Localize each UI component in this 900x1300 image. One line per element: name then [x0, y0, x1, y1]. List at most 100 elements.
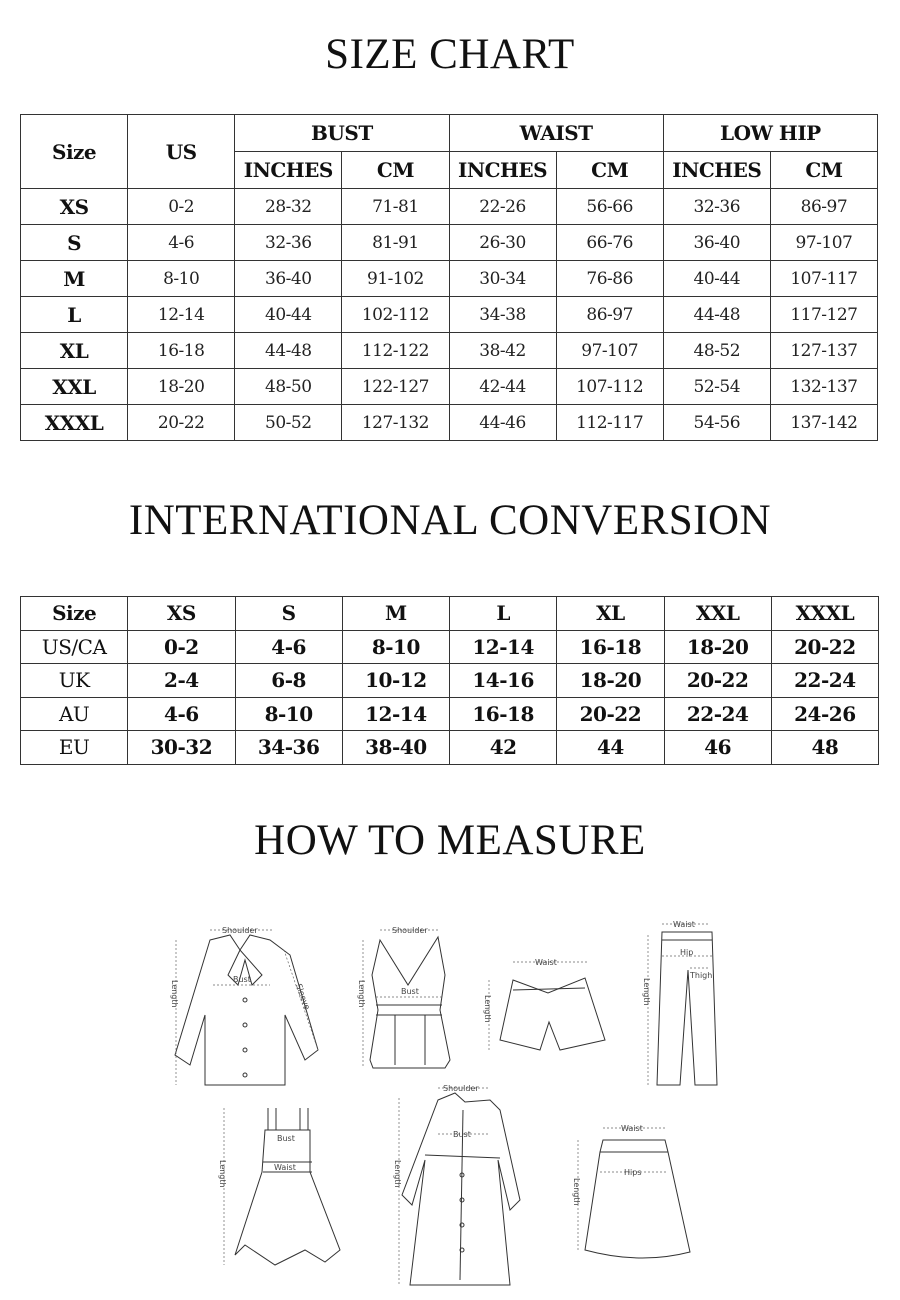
value-cell: 71-81	[341, 188, 450, 225]
size-cell: XXXL	[19, 404, 129, 441]
pants-length-label: Length	[642, 978, 651, 1006]
header-unit: CM	[555, 151, 664, 189]
header-unit: INCHES	[234, 151, 343, 189]
value-cell: 36-40	[234, 260, 343, 297]
table-row: US/CA 0-2 4-6 8-10 12-14 16-18 18-20 20-22	[19, 629, 880, 664]
value-cell: 46	[663, 730, 772, 765]
value-cell: 12-14	[127, 296, 236, 333]
measurement-illustrations: Shoulder Bust Length Sleeve Shoulder Bus…	[170, 920, 718, 1286]
size-cell: XXL	[19, 368, 129, 405]
size-chart-table: Size US BUST WAIST LOW HIP INCHES CM INC…	[19, 114, 879, 441]
region-cell: UK	[19, 663, 129, 698]
value-cell: 44-48	[662, 296, 771, 333]
table-row: S 4-6 32-36 81-91 26-30 66-76 36-40 97-107	[19, 224, 879, 261]
dress-bust-label: Bust	[277, 1134, 295, 1143]
tank-top-illustration: Shoulder Bust Length	[357, 926, 451, 1069]
value-cell: 50-52	[234, 404, 343, 441]
value-cell: 20-22	[556, 696, 665, 731]
value-cell: 8-10	[127, 260, 236, 297]
table-row: L 12-14 40-44 102-112 34-38 86-97 44-48 117-127	[19, 296, 879, 333]
header-unit: CM	[769, 151, 879, 189]
value-cell: XL	[556, 596, 665, 631]
value-cell: 112-122	[341, 332, 450, 369]
size-cell: XL	[19, 332, 129, 369]
value-cell: 16-18	[448, 696, 558, 731]
shorts-length-label: Length	[483, 995, 492, 1023]
value-cell: 30-34	[448, 260, 557, 297]
header-unit: INCHES	[448, 151, 557, 189]
value-cell: 44-46	[448, 404, 557, 441]
value-cell: 6-8	[234, 663, 343, 698]
value-cell: 117-127	[769, 296, 879, 333]
value-cell: 86-97	[555, 296, 664, 333]
skirt-illustration: Waist Hips Length	[572, 1124, 691, 1259]
value-cell: 102-112	[341, 296, 450, 333]
value-cell: 32-36	[662, 188, 771, 225]
value-cell: 18-20	[556, 663, 665, 698]
size-chart-title: SIZE CHART	[325, 31, 575, 78]
coat-bust-label: Bust	[453, 1130, 471, 1139]
value-cell: 97-107	[555, 332, 664, 369]
value-cell: 42	[448, 730, 558, 765]
blouse-shoulder-label: Shoulder	[222, 926, 258, 935]
header-low-hip: LOW HIP	[662, 114, 879, 152]
value-cell: 76-86	[555, 260, 664, 297]
coat-illustration: Shoulder Bust Length	[393, 1084, 521, 1286]
value-cell: 122-127	[341, 368, 450, 405]
value-cell: 28-32	[234, 188, 343, 225]
tank-shoulder-label: Shoulder	[392, 926, 428, 935]
value-cell: 44-48	[234, 332, 343, 369]
header-size: Size	[19, 114, 129, 189]
pants-thigh-label: Thigh	[689, 971, 712, 980]
value-cell: 97-107	[769, 224, 879, 261]
dress-length-label: Length	[218, 1160, 227, 1188]
region-cell: Size	[19, 596, 129, 631]
blouse-sleeve-label: Sleeve	[294, 983, 312, 1011]
value-cell: L	[448, 596, 558, 631]
blouse-bust-label: Bust	[233, 975, 251, 984]
size-cell: S	[19, 224, 129, 261]
conversion-table: Size XS S M L XL XXL XXXL US/CA 0-2 4-6 8-10 12-14 16…	[19, 596, 880, 765]
value-cell: 22-24	[663, 696, 772, 731]
blouse-illustration: Shoulder Bust Length Sleeve	[170, 926, 319, 1086]
value-cell: 127-132	[341, 404, 450, 441]
size-cell: M	[19, 260, 129, 297]
value-cell: XXXL	[770, 596, 880, 631]
value-cell: 16-18	[127, 332, 236, 369]
value-cell: 132-137	[769, 368, 879, 405]
value-cell: 91-102	[341, 260, 450, 297]
value-cell: 38-40	[341, 730, 451, 765]
value-cell: 4-6	[234, 629, 343, 664]
value-cell: 107-117	[769, 260, 879, 297]
header-unit: INCHES	[662, 151, 771, 189]
pants-illustration: Waist Hip Thigh Length	[642, 920, 718, 1086]
pants-waist-label: Waist	[673, 920, 695, 929]
table-row: XXXL 20-22 50-52 127-132 44-46 112-117 54-56 13…	[19, 404, 879, 441]
table-row: AU 4-6 8-10 12-14 16-18 20-22 22-24 24-26	[19, 696, 880, 731]
value-cell: 137-142	[769, 404, 879, 441]
value-cell: 22-26	[448, 188, 557, 225]
value-cell: M	[341, 596, 451, 631]
value-cell: 52-54	[662, 368, 771, 405]
value-cell: 0-2	[127, 629, 236, 664]
value-cell: 24-26	[770, 696, 880, 731]
value-cell: 2-4	[127, 663, 236, 698]
header-us: US	[127, 114, 236, 189]
value-cell: 40-44	[662, 260, 771, 297]
region-cell: US/CA	[19, 629, 129, 664]
table-header-row: Size US BUST WAIST LOW HIP	[19, 114, 879, 189]
value-cell: 34-38	[448, 296, 557, 333]
region-cell: EU	[19, 730, 129, 765]
table-row: UK 2-4 6-8 10-12 14-16 18-20 20-22 22-24	[19, 663, 880, 698]
skirt-length-label: Length	[572, 1178, 581, 1206]
value-cell: 20-22	[127, 404, 236, 441]
tank-length-label: Length	[357, 980, 366, 1008]
value-cell: 44	[556, 730, 665, 765]
value-cell: 36-40	[662, 224, 771, 261]
value-cell: 32-36	[234, 224, 343, 261]
header-waist: WAIST	[448, 114, 664, 152]
value-cell: 86-97	[769, 188, 879, 225]
value-cell: 18-20	[663, 629, 772, 664]
value-cell: 112-117	[555, 404, 664, 441]
dress-waist-label: Waist	[274, 1163, 296, 1172]
